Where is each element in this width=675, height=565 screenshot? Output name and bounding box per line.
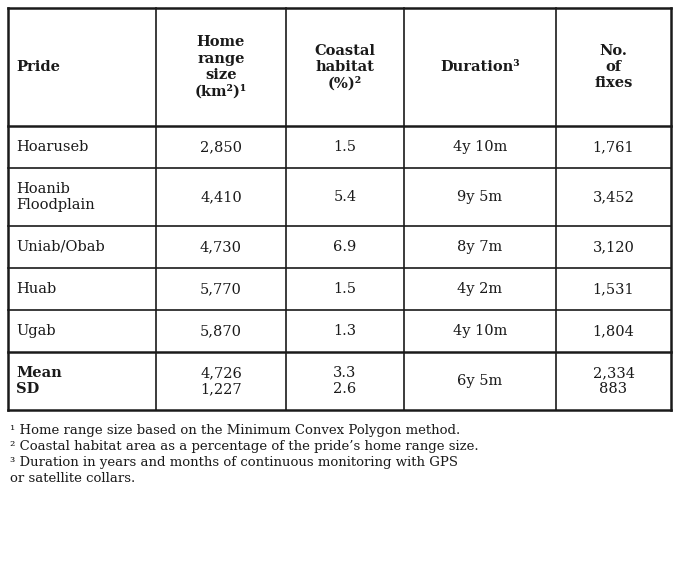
Text: 6.9: 6.9 — [333, 240, 356, 254]
Text: Coastal
habitat
(%)²: Coastal habitat (%)² — [315, 44, 375, 90]
Text: ³ Duration in years and months of continuous monitoring with GPS: ³ Duration in years and months of contin… — [10, 456, 458, 469]
Text: 3,120: 3,120 — [593, 240, 634, 254]
Text: Home
range
size
(km²)¹: Home range size (km²)¹ — [195, 36, 247, 98]
Text: Huab: Huab — [16, 282, 56, 296]
Text: Hoaruseb: Hoaruseb — [16, 140, 88, 154]
Text: 8y 7m: 8y 7m — [458, 240, 503, 254]
Text: 1,804: 1,804 — [593, 324, 634, 338]
Text: 4y 10m: 4y 10m — [453, 324, 507, 338]
Text: 1,761: 1,761 — [593, 140, 634, 154]
Text: 3,452: 3,452 — [593, 190, 634, 204]
Text: 4,410: 4,410 — [200, 190, 242, 204]
Text: 2,334
883: 2,334 883 — [593, 366, 634, 396]
Text: 4y 10m: 4y 10m — [453, 140, 507, 154]
Text: ² Coastal habitat area as a percentage of the pride’s home range size.: ² Coastal habitat area as a percentage o… — [10, 440, 479, 453]
Text: Uniab/Obab: Uniab/Obab — [16, 240, 105, 254]
Text: 4,726
1,227: 4,726 1,227 — [200, 366, 242, 396]
Text: Mean
SD: Mean SD — [16, 366, 61, 396]
Text: 5.4: 5.4 — [333, 190, 356, 204]
Text: 4,730: 4,730 — [200, 240, 242, 254]
Text: 3.3
2.6: 3.3 2.6 — [333, 366, 356, 396]
Text: 9y 5m: 9y 5m — [458, 190, 503, 204]
Text: 4y 2m: 4y 2m — [458, 282, 503, 296]
Text: 1,531: 1,531 — [593, 282, 634, 296]
Text: 1.3: 1.3 — [333, 324, 356, 338]
Text: or satellite collars.: or satellite collars. — [10, 472, 135, 485]
Text: 2,850: 2,850 — [200, 140, 242, 154]
Text: 5,770: 5,770 — [200, 282, 242, 296]
Text: ¹ Home range size based on the Minimum Convex Polygon method.: ¹ Home range size based on the Minimum C… — [10, 424, 460, 437]
Text: Ugab: Ugab — [16, 324, 55, 338]
Text: 1.5: 1.5 — [333, 282, 356, 296]
Text: Pride: Pride — [16, 60, 60, 74]
Text: Hoanib
Floodplain: Hoanib Floodplain — [16, 182, 95, 212]
Text: 1.5: 1.5 — [333, 140, 356, 154]
Text: 5,870: 5,870 — [200, 324, 242, 338]
Text: No.
of
fixes: No. of fixes — [594, 44, 632, 90]
Text: 6y 5m: 6y 5m — [458, 374, 503, 388]
Text: Duration³: Duration³ — [440, 60, 520, 74]
